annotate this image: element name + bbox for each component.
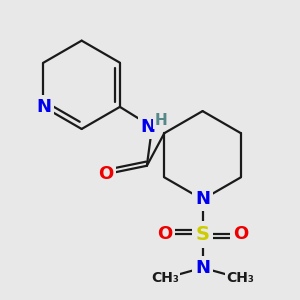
Text: S: S: [196, 225, 210, 244]
Text: H: H: [154, 113, 167, 128]
Text: N: N: [140, 118, 155, 136]
Text: CH₃: CH₃: [226, 271, 254, 285]
Text: N: N: [195, 190, 210, 208]
Text: CH₃: CH₃: [151, 271, 179, 285]
Text: O: O: [157, 225, 172, 243]
Text: N: N: [36, 98, 51, 116]
Text: N: N: [195, 259, 210, 277]
Text: O: O: [233, 225, 248, 243]
Text: O: O: [98, 165, 113, 183]
